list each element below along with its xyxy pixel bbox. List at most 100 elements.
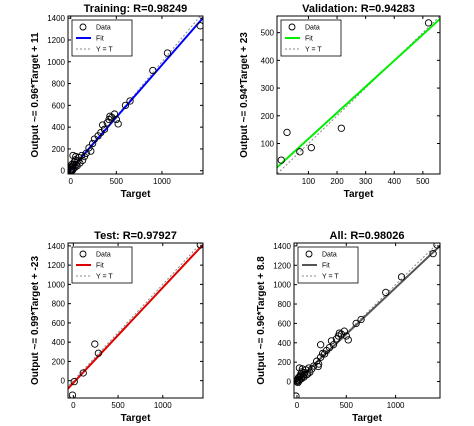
- data-point: [196, 22, 203, 30]
- y-tick-label: 1200: [47, 36, 65, 45]
- data-point: [277, 156, 285, 164]
- legend-label-fit: Fit: [322, 263, 330, 270]
- legend-label-data: Data: [322, 252, 337, 259]
- data-point: [344, 336, 352, 344]
- x-tick-label: 1000: [387, 401, 405, 410]
- data-point: [352, 319, 360, 328]
- y-tick-label: 1400: [273, 242, 291, 251]
- x-tick-label: 500: [416, 177, 430, 186]
- data-point: [110, 110, 119, 118]
- legend: Data Fit Y = T: [71, 246, 133, 284]
- identity-line: [277, 16, 440, 174]
- y-tick-label: 800: [278, 300, 292, 309]
- axes-frame: [293, 242, 441, 399]
- y-tick-label: 1000: [273, 281, 291, 290]
- data-point: [295, 364, 304, 372]
- subplot-title: Training: R=0.98249: [84, 3, 188, 15]
- legend-label-fit: Fit: [96, 263, 104, 270]
- legend-label-identity: Y = T: [96, 274, 113, 281]
- subplot-3: 0 500 1000 0 200 400 600 800 1000 1200 1400 Data Fit…: [30, 230, 204, 424]
- legend-label-fit: Fit: [96, 36, 104, 43]
- y-tick-label: 0: [61, 377, 66, 386]
- subplot-title: Validation: R=0.94283: [302, 3, 415, 15]
- data-point: [357, 315, 365, 324]
- data-point: [79, 369, 87, 377]
- data-point: [304, 370, 312, 378]
- data-point: [429, 250, 437, 258]
- data-point: [68, 391, 77, 398]
- data-point: [163, 49, 172, 57]
- x-tick-label: 500: [340, 401, 354, 410]
- x-tick-label: 0: [295, 401, 300, 410]
- subplot-title: Test: R=0.97927: [94, 230, 177, 242]
- legend-marker-data: [288, 23, 296, 31]
- data-point: [296, 148, 304, 156]
- y-tick-label: 200: [278, 358, 292, 367]
- y-tick-label: 600: [52, 319, 66, 328]
- x-tick-label: 1000: [153, 177, 171, 186]
- legend-label-identity: Y = T: [96, 47, 113, 54]
- data-point: [99, 121, 107, 129]
- data-point: [126, 97, 134, 105]
- y-tick-label: 1000: [47, 280, 65, 289]
- y-tick-label: 0: [287, 378, 292, 387]
- data-point: [100, 125, 109, 133]
- x-axis-label: Target: [121, 189, 151, 200]
- fit-line: [294, 244, 440, 385]
- y-tick-label: 100: [261, 140, 275, 149]
- y-tick-label: 200: [261, 112, 275, 121]
- data-point: [424, 19, 433, 27]
- x-tick-label: 400: [388, 177, 402, 186]
- data-point: [320, 350, 329, 358]
- data-point: [294, 374, 303, 382]
- y-axis-label: Output ~= 0.94*Target + 23: [239, 32, 250, 158]
- data-point: [74, 157, 82, 165]
- subplot-1: 0 500 1000 0 200 400 600 800 1000 1200 1400 Data Fit…: [30, 3, 204, 200]
- legend: Data Fit Y = T: [297, 246, 359, 284]
- y-tick-label: 1400: [47, 14, 65, 23]
- x-tick-label: 200: [330, 177, 344, 186]
- axes-frame: [67, 15, 204, 175]
- data-point: [307, 144, 315, 152]
- data-point: [316, 341, 325, 349]
- y-tick-label: 400: [52, 338, 66, 347]
- x-tick-label: 500: [111, 401, 125, 410]
- data-point: [149, 66, 157, 75]
- legend-label-identity: Y = T: [322, 274, 339, 281]
- data-point: [106, 112, 114, 120]
- y-tick-label: 400: [278, 339, 292, 348]
- data-point: [397, 273, 406, 281]
- legend-label-data: Data: [96, 25, 111, 32]
- data-point: [114, 120, 122, 128]
- identity-line: [294, 243, 439, 386]
- fit-line: [68, 243, 203, 391]
- subplot-4: 0 500 1000 0 200 400 600 800 1000 1200 1400 Data Fit…: [256, 230, 441, 424]
- plot-layer: [277, 16, 440, 174]
- fit-line: [277, 17, 440, 169]
- legend-label-fit: Fit: [305, 36, 313, 43]
- legend-label-identity: Y = T: [305, 47, 322, 54]
- legend-marker-data: [305, 250, 313, 258]
- data-point: [342, 332, 350, 340]
- y-tick-label: 600: [278, 319, 292, 328]
- x-axis-label: Target: [352, 413, 382, 424]
- y-tick-label: 800: [52, 80, 66, 89]
- y-tick-label: 0: [61, 167, 66, 176]
- plot-layer: [68, 16, 203, 174]
- data-point: [91, 340, 99, 348]
- plot-layer: [294, 243, 440, 398]
- axes-frame: [276, 15, 441, 175]
- data-point: [94, 349, 103, 357]
- subplot-2: 100 200 300 400 500 100 200 300 400 500 Data Fit Y =…: [239, 3, 441, 200]
- data-point: [121, 101, 130, 110]
- data-point: [112, 115, 120, 124]
- data-point: [433, 243, 440, 249]
- y-tick-label: 300: [261, 84, 275, 93]
- x-axis-label: Target: [121, 413, 151, 424]
- x-axis-label: Target: [344, 189, 374, 200]
- legend: Data Fit Y = T: [280, 19, 342, 57]
- data-point: [196, 243, 203, 249]
- data-point: [294, 378, 302, 387]
- data-point: [283, 128, 291, 137]
